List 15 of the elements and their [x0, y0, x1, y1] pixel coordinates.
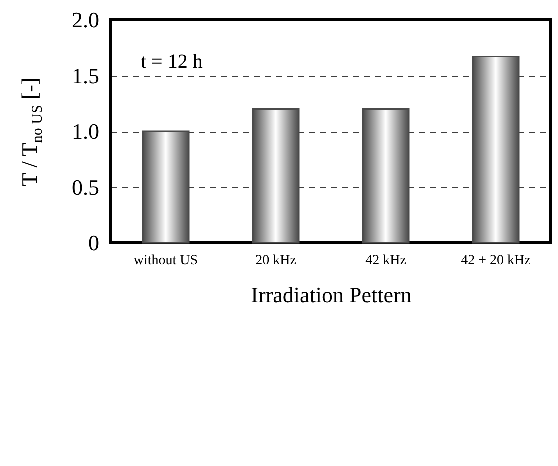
y-tick-label: 1.0: [72, 119, 100, 144]
x-tick-label: 20 kHz: [256, 254, 296, 268]
x-tick-label: without US: [134, 254, 198, 268]
annotation: t = 12 h: [141, 51, 203, 73]
bar: [362, 108, 410, 244]
y-tick-label: 1.5: [72, 63, 100, 88]
bar: [252, 108, 300, 244]
y-tick-label: 0: [88, 230, 100, 256]
x-tick-label: 42 + 20 kHz: [461, 254, 531, 268]
x-tick-label: 42 kHz: [366, 254, 406, 268]
x-axis-title: Irradiation Pettern: [251, 282, 412, 308]
y-tick-label: 2.0: [72, 8, 100, 32]
bar: [472, 56, 520, 244]
y-tick-label: 0.5: [72, 174, 100, 200]
bar: [142, 130, 190, 244]
